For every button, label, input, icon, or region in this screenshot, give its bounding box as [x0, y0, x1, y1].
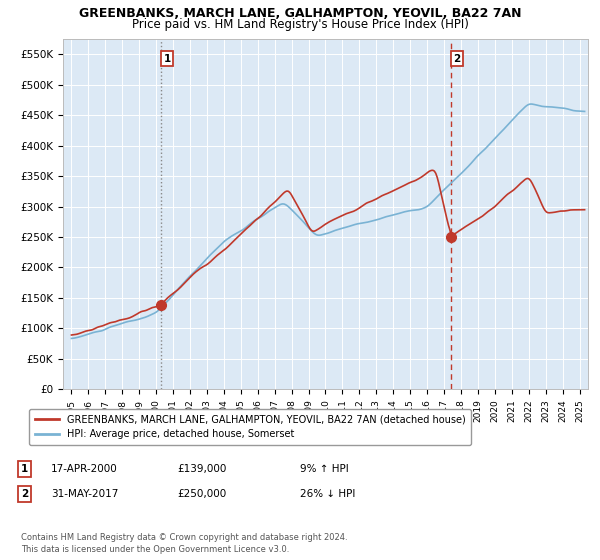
- Text: Contains HM Land Registry data © Crown copyright and database right 2024.
This d: Contains HM Land Registry data © Crown c…: [21, 533, 347, 554]
- Text: 31-MAY-2017: 31-MAY-2017: [51, 489, 118, 499]
- Text: GREENBANKS, MARCH LANE, GALHAMPTON, YEOVIL, BA22 7AN: GREENBANKS, MARCH LANE, GALHAMPTON, YEOV…: [79, 7, 521, 20]
- Text: 1: 1: [21, 464, 28, 474]
- Text: Price paid vs. HM Land Registry's House Price Index (HPI): Price paid vs. HM Land Registry's House …: [131, 18, 469, 31]
- Text: 1: 1: [164, 54, 171, 64]
- Legend: GREENBANKS, MARCH LANE, GALHAMPTON, YEOVIL, BA22 7AN (detached house), HPI: Aver: GREENBANKS, MARCH LANE, GALHAMPTON, YEOV…: [29, 409, 472, 445]
- Text: 9% ↑ HPI: 9% ↑ HPI: [300, 464, 349, 474]
- Text: £250,000: £250,000: [177, 489, 226, 499]
- Text: 17-APR-2000: 17-APR-2000: [51, 464, 118, 474]
- Text: £139,000: £139,000: [177, 464, 226, 474]
- Text: 2: 2: [21, 489, 28, 499]
- Text: 26% ↓ HPI: 26% ↓ HPI: [300, 489, 355, 499]
- Text: 2: 2: [454, 54, 461, 64]
